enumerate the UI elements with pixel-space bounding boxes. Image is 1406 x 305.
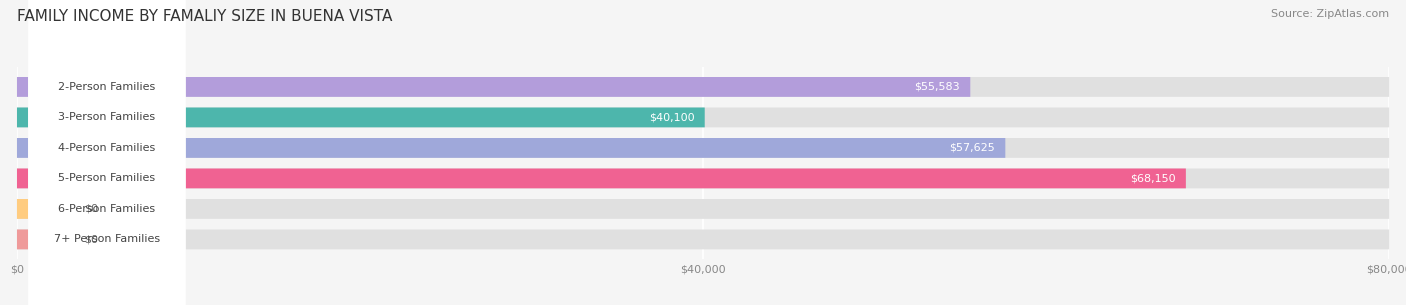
Text: 2-Person Families: 2-Person Families — [58, 82, 156, 92]
Text: 3-Person Families: 3-Person Families — [59, 113, 156, 122]
FancyBboxPatch shape — [28, 0, 186, 305]
Text: $55,583: $55,583 — [914, 82, 960, 92]
FancyBboxPatch shape — [28, 0, 186, 305]
FancyBboxPatch shape — [17, 138, 1005, 158]
FancyBboxPatch shape — [17, 168, 1185, 188]
Text: $0: $0 — [84, 204, 98, 214]
FancyBboxPatch shape — [17, 107, 1389, 127]
FancyBboxPatch shape — [17, 168, 1389, 188]
Text: $57,625: $57,625 — [949, 143, 995, 153]
Text: $40,100: $40,100 — [648, 113, 695, 122]
FancyBboxPatch shape — [17, 229, 72, 249]
FancyBboxPatch shape — [28, 0, 186, 305]
FancyBboxPatch shape — [17, 199, 1389, 219]
FancyBboxPatch shape — [17, 107, 704, 127]
FancyBboxPatch shape — [17, 199, 72, 219]
Text: $68,150: $68,150 — [1130, 174, 1175, 183]
FancyBboxPatch shape — [17, 77, 1389, 97]
FancyBboxPatch shape — [17, 77, 970, 97]
FancyBboxPatch shape — [17, 138, 1389, 158]
FancyBboxPatch shape — [28, 0, 186, 305]
FancyBboxPatch shape — [17, 229, 1389, 249]
Text: FAMILY INCOME BY FAMALIY SIZE IN BUENA VISTA: FAMILY INCOME BY FAMALIY SIZE IN BUENA V… — [17, 9, 392, 24]
Text: $0: $0 — [84, 235, 98, 244]
Text: 7+ Person Families: 7+ Person Families — [53, 235, 160, 244]
Text: Source: ZipAtlas.com: Source: ZipAtlas.com — [1271, 9, 1389, 19]
Text: 5-Person Families: 5-Person Families — [59, 174, 156, 183]
FancyBboxPatch shape — [28, 0, 186, 305]
Text: 6-Person Families: 6-Person Families — [59, 204, 156, 214]
FancyBboxPatch shape — [28, 0, 186, 305]
Text: 4-Person Families: 4-Person Families — [58, 143, 156, 153]
